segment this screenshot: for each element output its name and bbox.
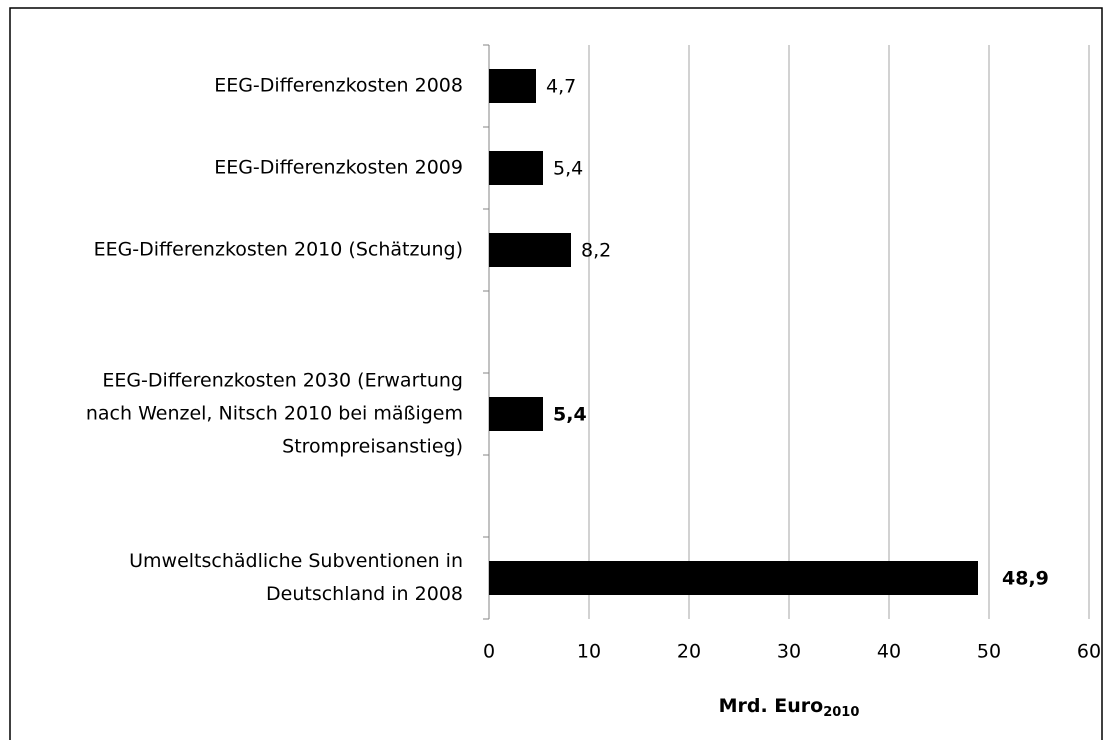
x-tick-label: 10 [577, 641, 601, 663]
x-tick-label: 60 [1077, 641, 1101, 663]
x-tick-label: 50 [977, 641, 1001, 663]
x-tick-label: 20 [677, 641, 701, 663]
x-axis-title-main: Mrd. Euro [719, 695, 824, 717]
value-label: 5,4 [553, 158, 583, 180]
bar [489, 397, 543, 431]
y-tick-label: EEG-Differenzkosten 2009 [214, 156, 463, 179]
y-tick-label: EEG-Differenzkosten 2008 [214, 74, 463, 97]
value-label: 48,9 [1002, 568, 1049, 590]
y-tick-label: EEG-Differenzkosten 2010 (Schätzung) [93, 238, 463, 261]
y-tick-label: Umweltschädliche Subventionen in Deutsch… [129, 550, 463, 605]
x-axis-title: Mrd. Euro2010 [719, 695, 860, 720]
x-tick-label: 0 [483, 641, 495, 663]
value-label: 4,7 [546, 76, 576, 98]
bar [489, 561, 978, 595]
bar [489, 69, 536, 103]
frame [9, 7, 1103, 740]
x-axis-title-subscript: 2010 [823, 705, 859, 720]
x-tick-label: 40 [877, 641, 901, 663]
value-label: 5,4 [553, 404, 587, 426]
bar [489, 233, 571, 267]
x-tick-label: 30 [777, 641, 801, 663]
y-tick-label: EEG-Differenzkosten 2030 (Erwartung nach… [85, 369, 463, 458]
bar [489, 151, 543, 185]
value-label: 8,2 [581, 240, 611, 262]
